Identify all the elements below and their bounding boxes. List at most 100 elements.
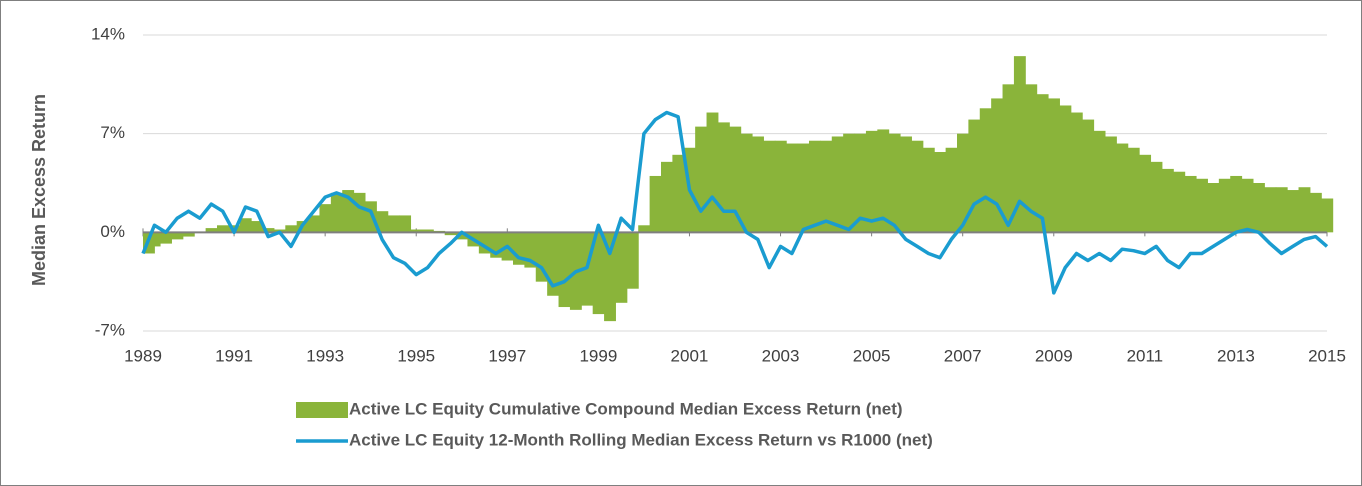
bar (399, 215, 412, 233)
bar (774, 140, 787, 233)
bar (421, 229, 434, 233)
bar (182, 232, 195, 237)
bar (330, 192, 343, 233)
x-tick-label: 1991 (215, 346, 253, 365)
bar (649, 175, 662, 233)
x-tick-label: 2007 (944, 346, 982, 365)
bar (171, 232, 184, 240)
bar (922, 147, 935, 233)
bar (1241, 178, 1254, 233)
bar (934, 151, 947, 233)
bar (1184, 175, 1197, 233)
x-tick-label: 2003 (762, 346, 800, 365)
bar (1127, 147, 1140, 233)
bar (1173, 171, 1186, 233)
bar (809, 140, 821, 233)
bar (626, 232, 639, 289)
bar (251, 221, 264, 233)
bar (535, 232, 548, 282)
bar (342, 190, 355, 233)
bar (797, 143, 810, 233)
bar (888, 133, 901, 233)
bar (1298, 187, 1311, 233)
bar (729, 126, 742, 233)
bar (558, 232, 571, 308)
x-tick-label: 1995 (397, 346, 435, 365)
bar (592, 232, 605, 315)
bar (706, 112, 719, 233)
bar (1275, 187, 1288, 233)
line (141, 110, 1329, 295)
bar (1139, 154, 1152, 233)
bar (1287, 190, 1300, 233)
bar (1013, 56, 1026, 233)
x-tick-label: 1999 (579, 346, 617, 365)
bar (854, 133, 867, 233)
bar (387, 215, 400, 233)
bar (285, 225, 298, 233)
bar (717, 122, 730, 233)
bar (900, 136, 912, 233)
bar (1264, 187, 1277, 233)
bar (148, 232, 161, 247)
bar (513, 232, 525, 265)
bar (615, 232, 628, 303)
bar (945, 147, 958, 233)
bar (365, 201, 377, 233)
bar (524, 232, 537, 268)
bar (1093, 130, 1106, 233)
bar (1070, 112, 1083, 233)
bar (160, 232, 172, 244)
bar (376, 211, 389, 233)
x-tick-label: 2011 (1127, 346, 1164, 365)
bar (319, 204, 332, 233)
bar (752, 136, 764, 233)
legend-label: Active LC Equity 12-Month Rolling Median… (349, 430, 933, 449)
bar (957, 133, 969, 233)
bar (604, 232, 616, 322)
bar (740, 133, 753, 233)
bar (353, 192, 366, 233)
y-tick-label: 14% (91, 24, 125, 43)
bar (831, 136, 844, 233)
bar (547, 232, 560, 296)
bar (843, 133, 856, 233)
bar (1161, 168, 1174, 233)
bar (820, 140, 833, 233)
bar (490, 232, 503, 258)
bar (239, 218, 252, 233)
legend-label: Active LC Equity Cumulative Compound Med… (349, 399, 903, 418)
x-tick-label: 1997 (488, 346, 526, 365)
x-tick-label: 2001 (671, 346, 709, 365)
bar (205, 228, 218, 233)
bar (695, 126, 708, 233)
bar (1218, 178, 1231, 233)
y-axis-label: Median Excess Return (29, 94, 49, 286)
bar (865, 130, 878, 233)
bar (991, 98, 1004, 233)
legend-swatch (296, 402, 348, 418)
x-tick-label: 2009 (1035, 346, 1073, 365)
bar (763, 140, 776, 233)
x-tick-label: 2005 (853, 346, 891, 365)
y-tick-label: 7% (100, 123, 125, 142)
x-tick-label: 2015 (1308, 346, 1346, 365)
y-tick-label: 0% (100, 222, 125, 241)
x-tick-label: 1989 (124, 346, 162, 365)
bar (1025, 84, 1038, 233)
bar (979, 108, 992, 233)
x-tick-label: 1993 (306, 346, 344, 365)
bar (661, 161, 673, 233)
bar (1150, 161, 1163, 233)
bar (1116, 143, 1129, 233)
bar (1196, 178, 1208, 233)
bar (1253, 183, 1265, 233)
bar (786, 143, 799, 233)
bar (478, 232, 491, 254)
bar (1309, 192, 1322, 233)
bar (638, 225, 651, 233)
bar (672, 154, 685, 233)
bar (911, 140, 924, 233)
bar (217, 225, 229, 233)
